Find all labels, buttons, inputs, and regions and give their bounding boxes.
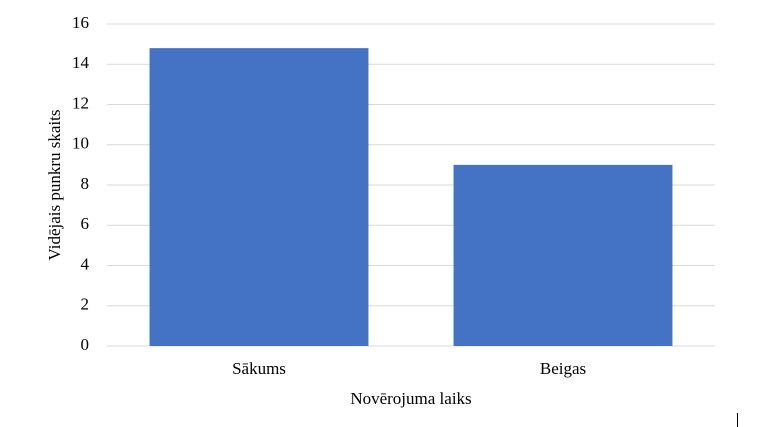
y-tick-label: 10 bbox=[72, 134, 89, 153]
y-tick-label: 2 bbox=[81, 295, 90, 314]
y-tick-label: 14 bbox=[72, 53, 90, 72]
x-axis-title: Novērojuma laiks bbox=[350, 389, 471, 408]
y-tick-label: 16 bbox=[72, 13, 89, 32]
bar bbox=[453, 164, 673, 346]
bar bbox=[149, 48, 369, 347]
x-tick-label: Sākums bbox=[232, 359, 286, 378]
x-tick-label: Beigas bbox=[540, 359, 586, 378]
y-tick-label: 0 bbox=[81, 335, 90, 354]
y-tick-label: 8 bbox=[81, 174, 90, 193]
y-tick-label: 12 bbox=[72, 93, 89, 112]
y-tick-label: 6 bbox=[81, 214, 90, 233]
y-tick-label: 4 bbox=[81, 254, 90, 273]
y-axis-title: Vidējais punkru skaits bbox=[45, 109, 64, 260]
